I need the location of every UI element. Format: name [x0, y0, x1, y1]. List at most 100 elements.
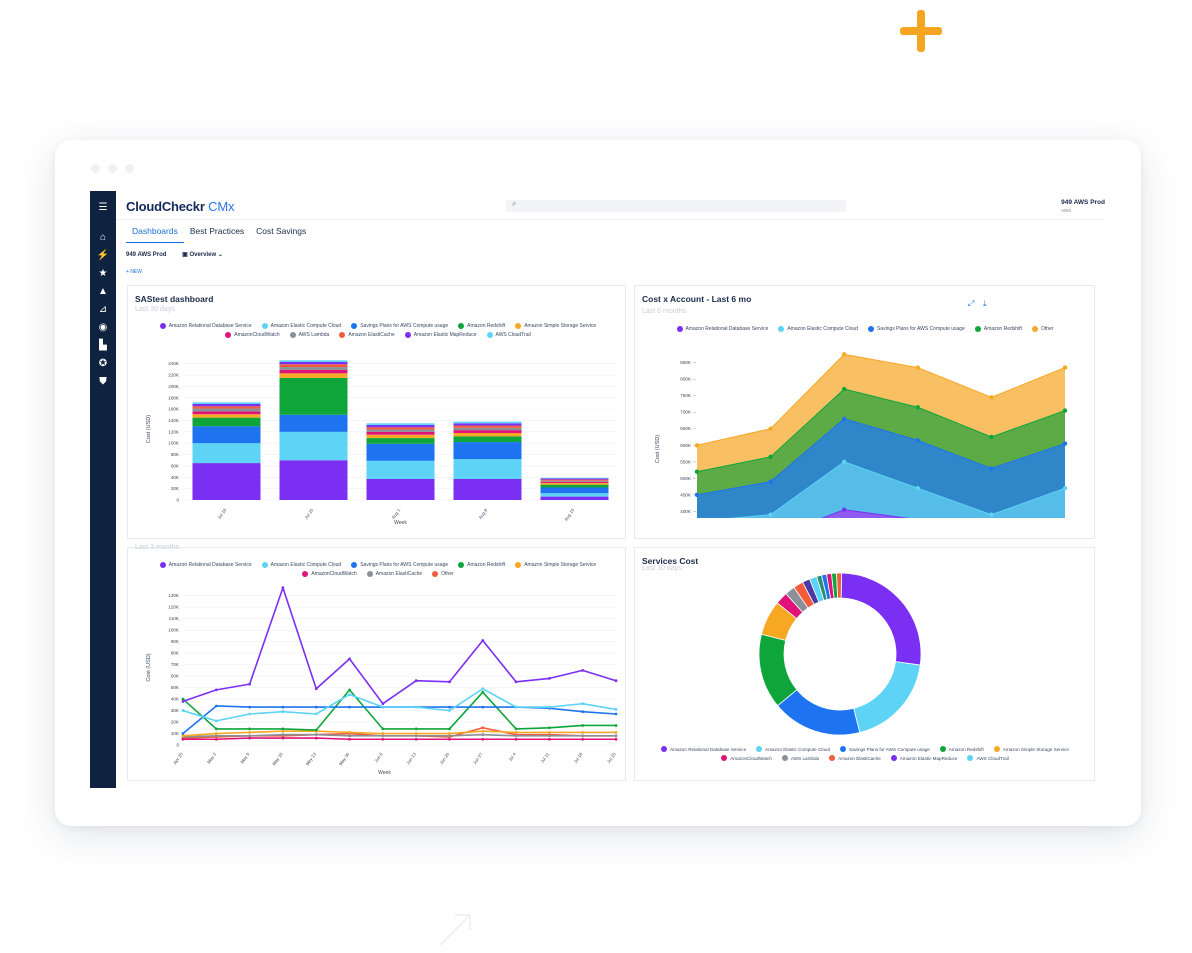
legend-item[interactable]: Savings Plans for AWS Compute usage [351, 562, 448, 568]
new-dashboard-link[interactable]: + NEW [126, 269, 142, 275]
menu-icon[interactable]: ☰ [98, 202, 108, 213]
legend-item[interactable]: Amazon Simple Storage Service [515, 562, 596, 568]
tab-bar: Dashboards Best Practices Cost Savings [126, 226, 312, 243]
data-point [694, 469, 700, 474]
bar-segment [279, 377, 348, 415]
legend-item[interactable]: AmazonCloudWatch [225, 332, 280, 338]
legend-item[interactable]: AWS CloudTrail [486, 332, 531, 338]
legend-item[interactable]: Amazon Simple Storage Service [993, 746, 1069, 752]
legend-item[interactable]: AWS CloudTrail [967, 755, 1009, 761]
data-point [214, 737, 218, 741]
shield-icon[interactable]: ⛊ [99, 376, 107, 387]
legend-item[interactable]: Amazon Simple Storage Service [515, 323, 596, 329]
panel-subtitle: Last 3 months [135, 544, 179, 551]
search-input[interactable]: ⌕ [506, 199, 846, 212]
legend-item[interactable]: Amazon Relational Database Service [159, 562, 252, 568]
chart-icon[interactable]: ⊿ [98, 304, 108, 315]
legend-item[interactable]: AWS Lambda [289, 332, 329, 338]
tab-cost-savings[interactable]: Cost Savings [256, 226, 307, 236]
donut-slice [836, 572, 843, 599]
legend-item[interactable]: Other [1031, 326, 1053, 332]
data-point [214, 719, 218, 723]
data-point [281, 727, 285, 731]
legend-item[interactable]: Savings Plans for AWS Compute usage [867, 326, 965, 332]
data-point [547, 726, 551, 730]
data-point [547, 734, 551, 738]
legend-item[interactable]: Amazon Redshift [974, 326, 1022, 332]
legend-label: Amazon Relational Database Service [168, 562, 252, 568]
lightning-icon[interactable]: ⚡ [96, 250, 110, 261]
legend-label: Amazon Simple Storage Service [1002, 746, 1069, 752]
x-tick-label: Jun 13 [405, 751, 417, 765]
legend-item[interactable]: Amazon Elastic Compute Cloud [261, 562, 341, 568]
legend-item[interactable]: Amazon Redshift [458, 562, 505, 568]
legend-item[interactable]: Other [432, 571, 454, 577]
legend-label: Amazon Relational Database Service [685, 326, 769, 332]
tab-best-practices[interactable]: Best Practices [189, 226, 245, 236]
account-switcher[interactable]: 949 AWS Prod AWS [1061, 199, 1105, 213]
bar-segment [366, 429, 435, 432]
y-tick-label: 120K [168, 605, 180, 610]
panel-cost-by-account: Cost x Account - Last 6 mo Last 6 months… [634, 285, 1095, 539]
legend-label: Amazon ElastiCache [375, 571, 423, 577]
logo[interactable]: CloudCheckr CMx [126, 199, 234, 214]
data-point [248, 736, 252, 740]
bar-segment [366, 478, 435, 500]
bar-segment [366, 425, 435, 428]
building-icon[interactable]: ▙ [99, 340, 107, 351]
data-point [448, 727, 451, 731]
y-tick-label: 100K [168, 628, 180, 633]
legend-item[interactable]: Amazon ElastiCache [339, 332, 395, 338]
area-line [728, 461, 1066, 518]
legend-item[interactable]: Amazon Relational Database Service [661, 746, 746, 752]
chart-legend: Amazon Relational Database Service Amazon… [645, 326, 1085, 332]
data-point [614, 730, 618, 734]
graduation-cap-icon[interactable]: ▲ [98, 286, 108, 297]
data-point [181, 709, 185, 712]
legend-label: Amazon ElastiCache [838, 755, 881, 761]
legend-item[interactable]: Amazon Elastic Compute Cloud [261, 323, 341, 329]
overview-label: Overview [189, 252, 217, 258]
legend-item[interactable]: Amazon Relational Database Service [159, 323, 252, 329]
expand-icon[interactable]: ⤢ [968, 299, 975, 308]
data-point [768, 479, 773, 484]
legend-label: Amazon Relational Database Service [168, 323, 252, 329]
legend-swatch [829, 755, 836, 761]
bar-segment [192, 414, 261, 418]
data-point [1062, 365, 1068, 370]
legend-item[interactable]: Savings Plans for AWS Compute usage [351, 323, 448, 329]
legend-item[interactable]: Amazon Elastic MapReduce [890, 755, 957, 761]
tab-dashboards[interactable]: Dashboards [126, 226, 184, 243]
globe-icon[interactable]: ◉ [98, 322, 108, 333]
series-line [182, 730, 616, 737]
legend-item[interactable]: Amazon Elastic Compute Cloud [778, 326, 858, 332]
legend-item[interactable]: Amazon Elastic MapReduce [404, 332, 477, 338]
bar-segment [540, 487, 609, 494]
x-tick-label: Aug 8 [478, 507, 489, 520]
legend-item[interactable]: AmazonCloudWatch [721, 755, 772, 761]
legend-item[interactable]: Savings Plans for AWS Compute usage [840, 746, 930, 752]
legend-item[interactable]: AmazonCloudWatch [302, 571, 357, 577]
legend-swatch [661, 746, 668, 752]
data-point [989, 512, 994, 517]
legend-item[interactable]: Amazon ElastiCache [829, 755, 881, 761]
home-icon[interactable]: ⌂ [99, 232, 107, 243]
legend-label: AmazonCloudWatch [311, 571, 357, 577]
legend-item[interactable]: Amazon ElastiCache [366, 571, 423, 577]
overview-dropdown[interactable]: ▣ Overview ⌄ [182, 252, 223, 258]
star-icon[interactable]: ★ [98, 268, 108, 279]
award-icon[interactable]: ✪ [98, 358, 108, 369]
bar-segment [192, 408, 261, 412]
legend-item[interactable]: Amazon Elastic Compute Cloud [756, 746, 830, 752]
legend-item[interactable]: Amazon Redshift [458, 323, 505, 329]
legend-item[interactable]: Amazon Relational Database Service [676, 326, 769, 332]
donut-slice [777, 689, 861, 736]
legend-item[interactable]: AWS Lambda [781, 755, 819, 761]
x-tick-label: Jul 11 [540, 751, 551, 764]
legend-swatch [515, 323, 522, 329]
download-icon[interactable]: ⤓ [983, 299, 987, 308]
legend-item[interactable]: Amazon Redshift [939, 746, 984, 752]
data-point [481, 705, 485, 709]
data-point [348, 737, 351, 741]
y-axis-label: Cost (USD) [655, 435, 661, 463]
